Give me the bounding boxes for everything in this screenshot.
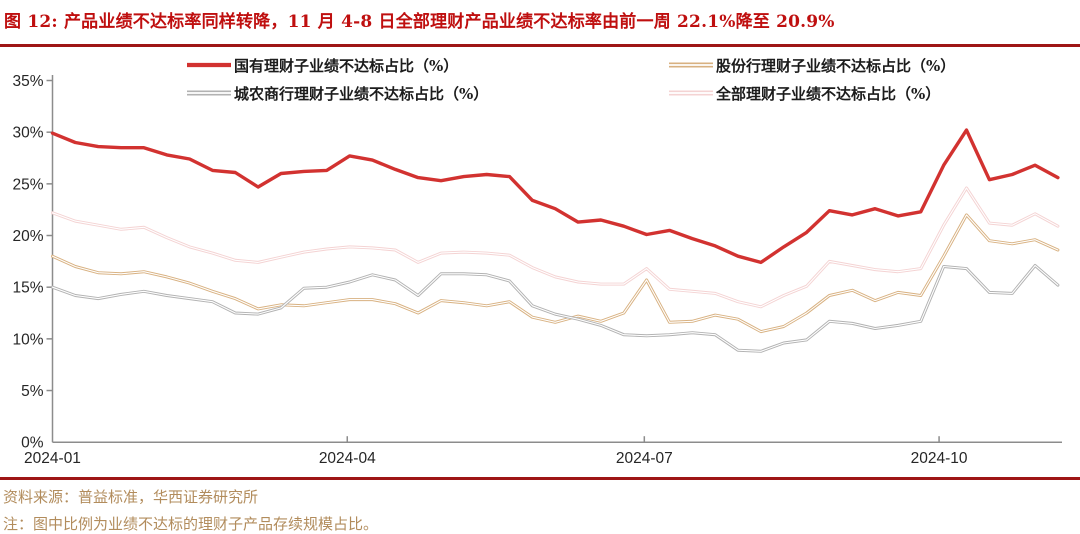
series-line-2 bbox=[51, 264, 1060, 353]
legend-item-0: 国有理财子业绩不达标占比（%） bbox=[186, 55, 458, 75]
y-axis-label: 5% bbox=[21, 383, 44, 400]
legend-label: 城农商行理财子业绩不达标占比（%） bbox=[234, 84, 489, 103]
line-chart: 0% 5% 10% 15% 20% 25% 30% 35% 2024-01 2024-04 2024… bbox=[12, 73, 1062, 467]
x-axis-label: 2024-10 bbox=[911, 450, 968, 467]
legend-line-sample bbox=[187, 62, 231, 68]
legend-item-2: 城农商行理财子业绩不达标占比（%） bbox=[186, 83, 488, 103]
y-axis-label: 10% bbox=[12, 331, 43, 348]
legend-label: 全部理财子业绩不达标占比（%） bbox=[716, 84, 941, 103]
x-axis-label: 2024-01 bbox=[24, 450, 81, 467]
legend-item-1: 股份行理财子业绩不达标占比（%） bbox=[668, 55, 955, 75]
figure-title: 图 12: 产品业绩不达标率同样转降，11 月 4-8 日全部理财产品业绩不达标… bbox=[4, 12, 835, 32]
y-axis-label: 0% bbox=[21, 435, 44, 452]
source-note: 资料来源：普益标准，华西证券研究所 bbox=[3, 488, 259, 506]
x-axis-label: 2024-07 bbox=[616, 450, 673, 467]
chart-legend: 国有理财子业绩不达标占比（%） 股份行理财子业绩不达标占比（%） 城农商行理财子业绩… bbox=[0, 0, 1080, 115]
legend-label: 股份行理财子业绩不达标占比（%） bbox=[716, 56, 956, 75]
series-line-0 bbox=[50, 128, 1060, 265]
series-line-1 bbox=[51, 213, 1060, 334]
y-axis-label: 15% bbox=[12, 280, 43, 297]
legend-line-sample bbox=[669, 62, 713, 68]
legend-line-sample bbox=[187, 90, 231, 96]
legend-item-3: 全部理财子业绩不达标占比（%） bbox=[668, 83, 940, 103]
series-line-3 bbox=[51, 186, 1060, 309]
y-axis-label: 25% bbox=[12, 176, 43, 193]
figure-note: 注：图中比例为业绩不达标的理财子产品存续规模占比。 bbox=[3, 515, 379, 533]
x-axis-label: 2024-04 bbox=[319, 450, 376, 467]
y-axis-label: 20% bbox=[12, 228, 43, 245]
y-axis-label: 35% bbox=[12, 73, 43, 90]
title-divider bbox=[0, 44, 1080, 47]
footer-divider bbox=[0, 477, 1080, 480]
y-axis-label: 30% bbox=[12, 125, 43, 142]
axes: 0% 5% 10% 15% 20% 25% 30% 35% 2024-01 2024-04 2024… bbox=[12, 73, 1062, 467]
legend-line-sample bbox=[669, 90, 713, 96]
legend-label: 国有理财子业绩不达标占比（%） bbox=[234, 56, 459, 75]
